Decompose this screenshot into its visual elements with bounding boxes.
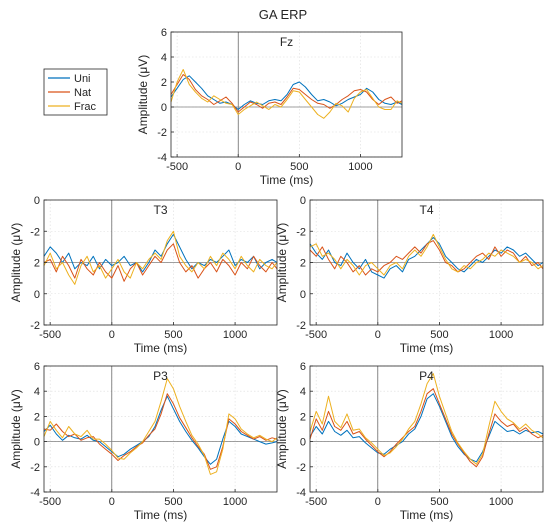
p4-ytick-label: 2: [300, 411, 306, 423]
t4-ytick-label: 2: [300, 258, 306, 270]
t3-ytick-label: -2: [30, 226, 40, 238]
t3-xtick-label: 500: [164, 329, 182, 341]
t4-xtick-label: -500: [305, 329, 327, 341]
t3-title: T3: [153, 203, 167, 217]
t4-ylabel: Amplitude (μV): [275, 223, 289, 303]
fz-xtick-label: 0: [235, 161, 241, 173]
t3-ytick-label: 0: [34, 195, 40, 207]
p4-ytick-label: 0: [300, 437, 306, 449]
p4-title: P4: [419, 369, 434, 383]
fz-series-nat: [170, 74, 403, 113]
t4-xtick-label: 500: [430, 329, 448, 341]
fz-series-frac: [170, 69, 403, 119]
fz-xtick-label: 500: [290, 161, 308, 173]
t4-xtick-label: 0: [375, 329, 381, 341]
p4-ytick-label: -2: [296, 462, 306, 474]
fz-ylabel: Amplitude (μV): [136, 55, 150, 135]
t3-xtick-label: 1000: [223, 329, 247, 341]
t4-xlabel: Time (ms): [400, 341, 454, 355]
t4-ytick-label: 0: [300, 195, 306, 207]
p4-axes-box: [309, 365, 544, 493]
p4-xlabel: Time (ms): [400, 508, 454, 522]
p3-ytick-label: 2: [34, 411, 40, 423]
p3-axes-box: [43, 365, 278, 493]
fz-ytick-label: 2: [161, 77, 167, 89]
p3-ytick-label: -4: [30, 487, 40, 499]
legend: Uni Nat Frac: [43, 68, 108, 116]
t3-ytick-label: 2: [34, 258, 40, 270]
p3-xlabel: Time (ms): [134, 508, 188, 522]
p4-ytick-label: 4: [300, 386, 306, 398]
t3-ylabel: Amplitude (μV): [9, 223, 23, 303]
p4-series-nat: [309, 388, 544, 468]
p4-ytick-label: -4: [296, 487, 306, 499]
t4-ytick-label: 0: [300, 289, 306, 301]
p3-title: P3: [153, 369, 168, 383]
p3-series-uni: [43, 395, 278, 465]
t3-xtick-label: 0: [109, 329, 115, 341]
p3-ytick-label: 0: [34, 437, 40, 449]
legend-label-uni: Uni: [74, 73, 91, 85]
p3-xtick-label: 500: [164, 496, 182, 508]
t4-series-frac: [309, 233, 544, 276]
fz-ytick-label: 0: [161, 102, 167, 114]
t4-ytick-label: -2: [296, 226, 306, 238]
t3-series-frac: [43, 230, 278, 285]
p3-xtick-label: -500: [39, 496, 61, 508]
p4-xtick-label: 0: [375, 496, 381, 508]
p4-series-frac: [309, 373, 544, 465]
p4-xtick-label: 1000: [489, 496, 513, 508]
p4-ytick-label: 6: [300, 361, 306, 373]
t3-panel: -500 0 500 1000 0 -2 2 0 -2 T3 Time (ms) Amplitude …: [9, 195, 278, 355]
t3-ytick-label: -2: [30, 320, 40, 332]
p3-series-nat: [43, 393, 278, 470]
p3-ylabel: Amplitude (μV): [9, 389, 23, 469]
fz-ytick-label: 6: [161, 27, 167, 39]
fz-ytick-label: -2: [157, 127, 167, 139]
t4-xtick-label: 1000: [489, 329, 513, 341]
fz-title: Fz: [280, 35, 293, 49]
fz-panel: -500 0 500 1000 -4 -2 0 2 4 6 Fz Time (ms) Amplitude…: [136, 27, 403, 187]
t3-ytick-label: 0: [34, 289, 40, 301]
t3-xlabel: Time (ms): [134, 341, 188, 355]
fz-axes-box: [170, 31, 403, 158]
t4-ytick-label: -2: [296, 320, 306, 332]
fz-xtick-label: 1000: [348, 161, 372, 173]
t3-xtick-label: -500: [39, 329, 61, 341]
p3-ytick-label: -2: [30, 462, 40, 474]
fz-xlabel: Time (ms): [260, 173, 314, 187]
p3-ytick-label: 4: [34, 386, 40, 398]
legend-label-frac: Frac: [74, 101, 97, 113]
p3-xtick-label: 0: [109, 496, 115, 508]
t4-title: T4: [419, 203, 433, 217]
fz-ytick-label: 4: [161, 52, 167, 64]
p4-xtick-label: -500: [305, 496, 327, 508]
legend-label-nat: Nat: [74, 87, 91, 99]
fz-xtick-label: -500: [166, 161, 188, 173]
p3-series-frac: [43, 378, 278, 475]
t4-panel: -500 0 500 1000 0 -2 2 0 -2 T4 Time (ms) Amplitude …: [275, 195, 544, 355]
p3-xtick-label: 1000: [223, 496, 247, 508]
p3-plot-area: [44, 366, 277, 492]
p3-panel: -500 0 500 1000 -4 -2 0 2 4 6 P3 Time (ms) Amplitude…: [9, 361, 278, 522]
p3-ytick-label: 6: [34, 361, 40, 373]
p4-panel: -500 0 500 1000 -4 -2 0 2 4 6 P4 Time (ms) Amplitude…: [275, 361, 544, 522]
p4-xtick-label: 500: [430, 496, 448, 508]
figure-title: GA ERP: [259, 7, 307, 22]
fz-ytick-label: -4: [157, 152, 167, 164]
p4-ylabel: Amplitude (μV): [275, 389, 289, 469]
p4-series-uni: [309, 393, 544, 463]
